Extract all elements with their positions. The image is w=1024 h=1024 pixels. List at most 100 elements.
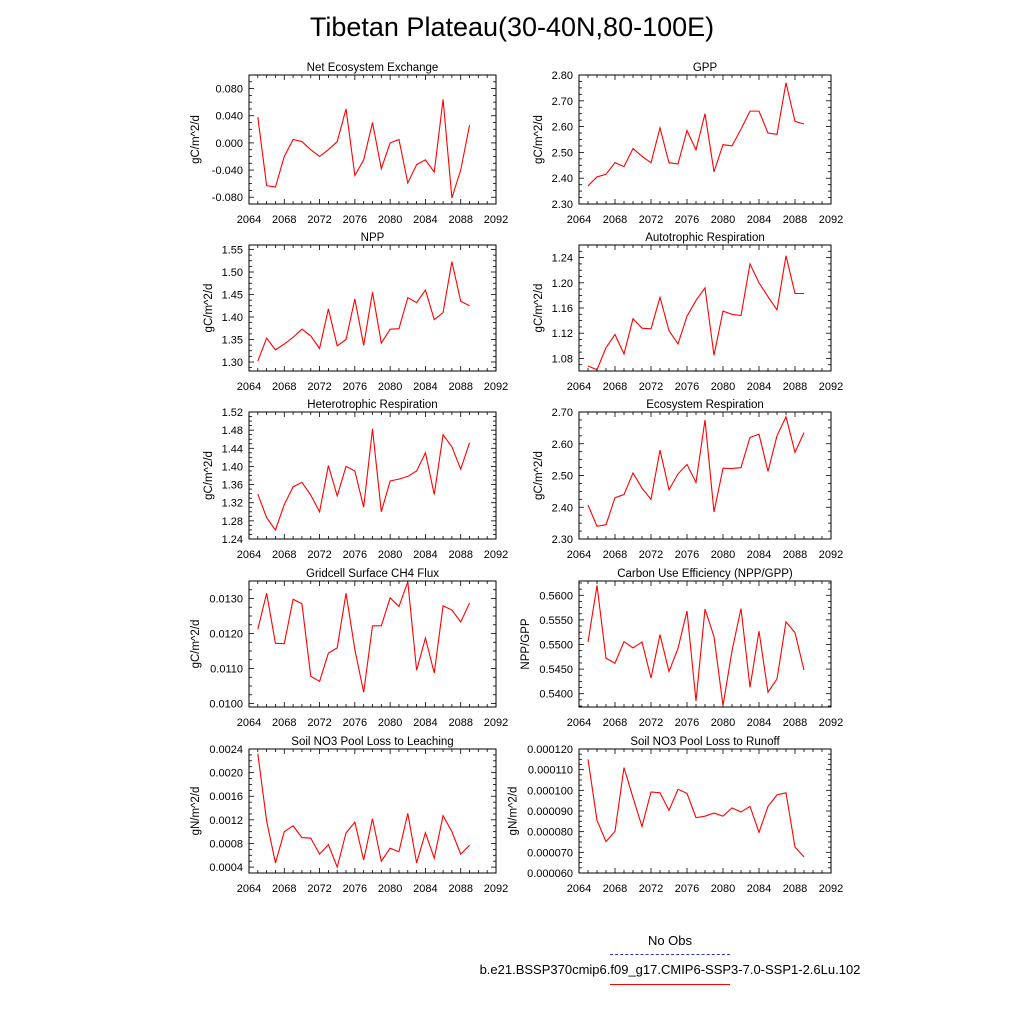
x-tick-label: 2068 — [603, 214, 627, 226]
y-tick-label: 0.0110 — [210, 664, 243, 676]
plot-frame — [248, 74, 497, 205]
x-tick-label: 2064 — [237, 214, 261, 226]
series-line — [587, 82, 805, 187]
x-tick-label: 2068 — [603, 883, 627, 895]
y-tick-label: 0.0100 — [209, 699, 243, 711]
plot-frame — [578, 748, 832, 874]
x-tick-label: 2088 — [448, 214, 472, 226]
x-tick-label: 2076 — [675, 549, 699, 561]
y-tick-label: 0.5500 — [539, 639, 573, 651]
x-tick-label: 2092 — [819, 549, 843, 561]
figure-title: Tibetan Plateau(30-40N,80-100E) — [309, 12, 715, 42]
x-tick-label: 2072 — [307, 883, 331, 895]
series-line — [257, 753, 470, 869]
y-tick-label: 0.0020 — [209, 768, 243, 780]
x-tick-label: 2084 — [413, 717, 437, 729]
y-tick-label: 0.080 — [215, 84, 243, 96]
y-tick-label: 1.44 — [222, 443, 243, 455]
y-tick-label: 2.60 — [552, 122, 573, 134]
x-tick-label: 2080 — [711, 883, 735, 895]
y-tick-label: 1.40 — [222, 312, 243, 324]
x-tick-label: 2080 — [711, 381, 735, 393]
y-tick-label: 1.35 — [222, 335, 243, 347]
y-tick-label: 0.000100 — [527, 785, 573, 797]
series-line — [257, 581, 471, 693]
panel-4: 2064 2068 2072 2076 2080 2084 2088 2092 1.08 1.12… — [533, 232, 843, 393]
x-tick-label: 2092 — [484, 214, 508, 226]
y-tick-label: 0.5450 — [539, 664, 573, 676]
y-axis-label: gC/m^2/d — [533, 451, 545, 500]
y-tick-label: 1.12 — [552, 328, 573, 340]
y-tick-label: 1.40 — [222, 461, 243, 473]
y-tick-label: 1.24 — [222, 534, 243, 546]
x-tick-label: 2088 — [448, 717, 472, 729]
x-tick-label: 2088 — [783, 214, 807, 226]
y-tick-label: 1.24 — [552, 253, 573, 265]
x-tick-label: 2080 — [378, 381, 402, 393]
series-line — [257, 428, 471, 532]
x-tick-label: 2092 — [484, 717, 508, 729]
x-tick-label: 2088 — [448, 883, 472, 895]
x-tick-label: 2076 — [675, 214, 699, 226]
x-tick-label: 2076 — [343, 381, 367, 393]
x-tick-label: 2068 — [603, 549, 627, 561]
x-tick-label: 2084 — [747, 883, 771, 895]
x-tick-label: 2088 — [783, 717, 807, 729]
panel-title: Net Ecosystem Exchange — [307, 62, 439, 74]
panel-8: 2064 2068 2072 2076 2080 2084 2088 2092 0.5400 0.… — [520, 568, 843, 729]
panel-title: Autotrophic Respiration — [645, 232, 765, 244]
y-tick-label: 0.0004 — [209, 862, 243, 874]
x-tick-label: 2072 — [639, 381, 663, 393]
y-tick-label: 1.08 — [552, 353, 573, 365]
x-tick-label: 2084 — [747, 381, 771, 393]
x-tick-label: 2084 — [413, 549, 437, 561]
y-tick-label: 1.52 — [222, 407, 243, 419]
x-tick-label: 2084 — [747, 717, 771, 729]
x-tick-label: 2064 — [237, 883, 261, 895]
x-tick-label: 2072 — [639, 214, 663, 226]
x-tick-label: 2080 — [378, 883, 402, 895]
panel-10: 2064 2068 2072 2076 2080 2084 2088 2092 0.000060… — [508, 736, 844, 895]
series-line — [257, 261, 470, 362]
plot-frame — [578, 580, 832, 708]
x-tick-label: 2092 — [484, 381, 508, 393]
plot-frame — [248, 580, 497, 708]
x-tick-label: 2084 — [747, 549, 771, 561]
x-tick-label: 2080 — [711, 549, 735, 561]
x-tick-label: 2072 — [307, 549, 331, 561]
y-tick-label: 1.28 — [222, 516, 243, 528]
x-tick-label: 2068 — [603, 381, 627, 393]
panel-7: 2064 2068 2072 2076 2080 2084 2088 2092 0.0100 0.… — [190, 568, 508, 729]
panel-title: Soil NO3 Pool Loss to Runoff — [630, 736, 780, 748]
panel-6: 2064 2068 2072 2076 2080 2084 2088 2092 2.30 2.40… — [533, 399, 843, 561]
plot-frame — [578, 244, 832, 372]
y-tick-label: 0.000060 — [527, 868, 573, 880]
y-tick-label: 0.5600 — [539, 590, 573, 602]
series-line — [587, 585, 805, 706]
y-tick-label: 0.5550 — [539, 615, 573, 627]
panel-title: Carbon Use Efficiency (NPP/GPP) — [617, 568, 793, 580]
x-tick-label: 2068 — [272, 549, 296, 561]
panel-title: NPP — [361, 232, 385, 244]
y-tick-label: 1.48 — [222, 425, 243, 437]
y-axis-label: gC/m^2/d — [203, 451, 215, 500]
y-tick-label: 2.40 — [552, 173, 573, 185]
x-tick-label: 2068 — [603, 717, 627, 729]
panel-3: 2064 2068 2072 2076 2080 2084 2088 2092 1.30 1.35… — [203, 232, 508, 393]
x-tick-label: 2080 — [378, 214, 402, 226]
plot-frame — [248, 748, 497, 874]
y-tick-label: 1.30 — [222, 357, 243, 369]
y-axis-label: gC/m^2/d — [203, 284, 215, 333]
y-tick-label: 0.000090 — [527, 806, 573, 818]
x-tick-label: 2088 — [448, 549, 472, 561]
plot-frame — [578, 411, 832, 540]
x-tick-label: 2092 — [819, 214, 843, 226]
panel-1: 2064 2068 2072 2076 2080 2084 2088 2092 -0.080 -0… — [190, 62, 508, 226]
x-tick-label: 2064 — [237, 381, 261, 393]
x-tick-label: 2076 — [675, 381, 699, 393]
y-tick-label: 0.040 — [215, 111, 243, 123]
x-tick-label: 2076 — [343, 549, 367, 561]
y-tick-label: 0.000 — [215, 138, 243, 150]
panel-title: Heterotrophic Respiration — [307, 399, 437, 411]
y-axis-label: gC/m^2/d — [533, 284, 545, 333]
